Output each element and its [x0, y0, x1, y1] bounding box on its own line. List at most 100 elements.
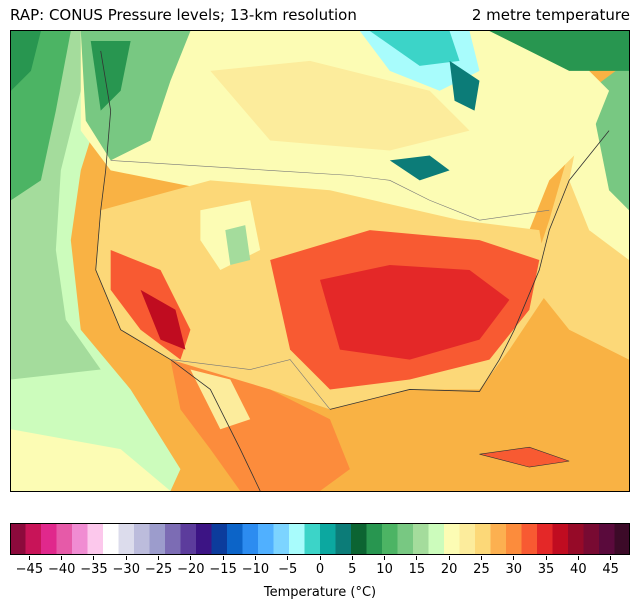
colorbar-segment — [118, 523, 135, 555]
colorbar-segment — [428, 523, 445, 555]
colorbar-segment — [397, 523, 414, 555]
james-bay — [449, 60, 480, 111]
colorbar-tick-label: −25 — [144, 562, 173, 577]
colorbar-tick-mark — [222, 556, 224, 560]
colorbar-segment — [87, 523, 104, 555]
colorbar-tick-label: −30 — [112, 562, 140, 577]
pacific-band-4 — [11, 31, 41, 91]
colorbar-tick-mark — [287, 556, 289, 560]
colorbar-svg — [10, 523, 630, 555]
colorbar-tick-label: −40 — [47, 562, 76, 577]
colorbar-tick-mark — [254, 556, 256, 560]
colorbar-tick-label: 5 — [348, 562, 357, 577]
colorbar-segment — [242, 523, 259, 555]
colorbar-segment — [506, 523, 523, 555]
us-hottest-east — [320, 264, 510, 360]
colorbar-segment — [351, 523, 368, 555]
colorbar-segment — [614, 523, 630, 555]
us-mexico-border — [170, 359, 331, 410]
us-canada-border — [110, 160, 550, 221]
colorbar-tick-label: 20 — [440, 562, 458, 577]
colorbar-tick-mark — [28, 556, 30, 560]
colorbar-segment — [180, 523, 197, 555]
colorbar-segment — [273, 523, 290, 555]
gulf-of-mexico — [320, 391, 530, 491]
colorbar-tick-label: −35 — [80, 562, 108, 577]
colorbar-tick-mark — [93, 556, 95, 560]
colorbar-tick-mark — [351, 556, 353, 560]
colorbar-tick-mark — [158, 556, 160, 560]
colorado-rockies — [225, 225, 251, 265]
colorbar-border — [10, 523, 630, 555]
rockies-cold — [90, 40, 131, 111]
colorbar-segment — [537, 523, 554, 555]
colorbar-tick-mark — [610, 556, 612, 560]
colorbar-segment — [103, 523, 120, 555]
colorbar-tick-label: 15 — [408, 562, 426, 577]
colorbar-segment — [211, 523, 228, 555]
colorbar-segment — [196, 523, 213, 555]
colorbar-tick-label: −5 — [278, 562, 298, 577]
colorbar-tick-label: 30 — [505, 562, 523, 577]
colorbar-segment — [444, 523, 461, 555]
colorbar-tick-mark — [190, 556, 192, 560]
colorbar-tick-mark — [513, 556, 515, 560]
colorbar-tick-mark — [448, 556, 450, 560]
mexico-plateau — [190, 369, 251, 430]
colorbar-segment — [320, 523, 337, 555]
colorbar-segment — [72, 523, 89, 555]
colorbar-segment — [258, 523, 275, 555]
map-canvas — [11, 31, 629, 491]
colorbar-segment — [459, 523, 476, 555]
colorbar-segment — [134, 523, 151, 555]
cuba-outline — [479, 446, 570, 468]
colorbar-segment — [149, 523, 166, 555]
colorbar-segment — [521, 523, 538, 555]
prairie-north — [210, 60, 470, 151]
pacific-south — [11, 429, 171, 491]
colorbar-segment — [335, 523, 352, 555]
temperature-map — [10, 30, 630, 492]
colorbar-segment — [165, 523, 182, 555]
colorbar-tick-label: 45 — [602, 562, 619, 577]
colorbar-ticks: −45 −40 −35 −30 −25 −20 −15 −10 −5 0 5 10 15 20 25 30 35… — [10, 556, 630, 580]
colorbar-tick-mark — [319, 556, 321, 560]
colorbar-tick-mark — [61, 556, 63, 560]
colorbar-tick-mark — [384, 556, 386, 560]
colorbar-tick-label: 10 — [376, 562, 393, 577]
map-title: RAP: CONUS Pressure levels; 13-km resolu… — [10, 6, 357, 24]
colorbar-tick-label: −15 — [209, 562, 237, 577]
colorbar-segment — [475, 523, 492, 555]
colorbar — [10, 523, 630, 555]
colorbar-segment — [599, 523, 616, 555]
colorbar-tick-label: 40 — [570, 562, 587, 577]
colorbar-segment — [10, 523, 27, 555]
southwest-hottest — [140, 289, 186, 350]
colorbar-tick-label: −45 — [15, 562, 44, 577]
colorbar-tick-mark — [480, 556, 482, 560]
colorbar-segment — [568, 523, 585, 555]
colorbar-segment — [413, 523, 430, 555]
quebec-north — [489, 31, 629, 71]
colorbar-tick-mark — [416, 556, 418, 560]
colorbar-segment — [382, 523, 399, 555]
colorbar-segment — [490, 523, 507, 555]
colorbar-segment — [41, 523, 58, 555]
colorbar-tick-label: −20 — [177, 562, 205, 577]
hudson-bay-2 — [369, 31, 460, 66]
colorbar-segment — [583, 523, 600, 555]
colorbar-tick-mark — [125, 556, 127, 560]
colorbar-tick-label: 0 — [315, 562, 325, 577]
colorbar-tick-label: 35 — [537, 562, 555, 577]
west-coastline — [95, 50, 261, 491]
cuba — [479, 447, 570, 468]
colorbar-tick-label: 25 — [473, 562, 490, 577]
colorbar-label: Temperature (°C) — [263, 585, 377, 600]
variable-title: 2 metre temperature — [471, 6, 630, 24]
east-coastline — [329, 130, 610, 410]
colorbar-segment — [289, 523, 306, 555]
colorbar-tick-mark — [545, 556, 547, 560]
colorbar-segment — [25, 523, 42, 555]
colorbar-tick-label: −10 — [241, 562, 270, 577]
great-lake-superior — [389, 155, 450, 181]
